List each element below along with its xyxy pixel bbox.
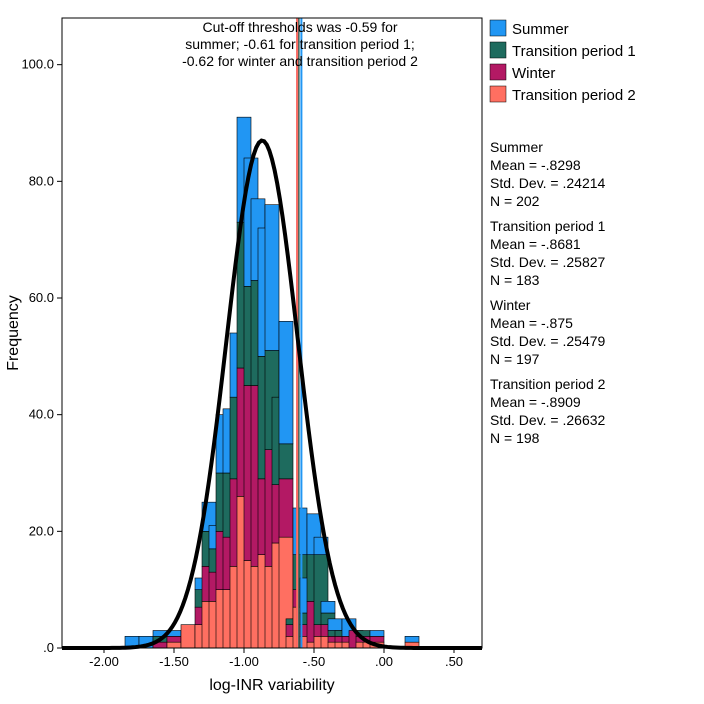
- stat-block-mean: Mean = -.8298: [490, 157, 581, 173]
- stat-block-title: Transition period 1: [490, 218, 606, 234]
- histogram-bar: [167, 642, 181, 648]
- y-tick-label: 100.0: [21, 57, 54, 72]
- histogram-bar: [321, 601, 335, 613]
- legend-swatch: [490, 64, 506, 80]
- y-tick-label: 80.0: [29, 173, 54, 188]
- histogram-bar: [279, 444, 293, 479]
- histogram-bar: [265, 205, 279, 351]
- stat-block-title: Summer: [490, 139, 543, 155]
- x-tick-label: -2.00: [89, 654, 119, 669]
- histogram-bar: [405, 636, 419, 642]
- chart-root: .0 20.0 40.0 60.0 80.0 100.0 -2.00 -1.50 -1.00 -.…: [0, 0, 704, 699]
- x-tick-label: .50: [445, 654, 463, 669]
- stat-block-sd: Std. Dev. = .24214: [490, 175, 606, 191]
- legend-swatch: [490, 86, 506, 102]
- stat-block-mean: Mean = -.8909: [490, 394, 581, 410]
- histogram-bar: [279, 321, 293, 444]
- x-tick-label: -1.00: [229, 654, 259, 669]
- histogram-bar: [370, 636, 384, 642]
- legend-label: Summer: [512, 21, 569, 38]
- stat-block-sd: Std. Dev. = .25827: [490, 254, 606, 270]
- histogram-bar: [167, 636, 181, 642]
- stat-block-mean: Mean = -.8681: [490, 236, 581, 252]
- stat-block-sd: Std. Dev. = .25479: [490, 333, 606, 349]
- legend-label: Transition period 1: [512, 43, 636, 60]
- stat-block-sd: Std. Dev. = .26632: [490, 412, 606, 428]
- legend-swatch: [490, 20, 506, 36]
- y-tick-label: 40.0: [29, 407, 54, 422]
- stat-block-n: N = 197: [490, 351, 540, 367]
- legend-swatch: [490, 42, 506, 58]
- histogram-bar: [370, 631, 384, 637]
- stat-block-n: N = 198: [490, 430, 540, 446]
- annotation-line: summer; -0.61 for transition period 1;: [185, 36, 415, 52]
- y-tick-label: 20.0: [29, 523, 54, 538]
- y-tick-label: 60.0: [29, 290, 54, 305]
- x-tick-label: -.50: [303, 654, 325, 669]
- legend-label: Winter: [512, 65, 555, 82]
- x-tick-label: .00: [375, 654, 393, 669]
- histogram-bar: [181, 625, 195, 648]
- stat-block-mean: Mean = -.875: [490, 315, 573, 331]
- annotation-line: -0.62 for winter and transition period 2: [182, 53, 418, 69]
- chart-svg: .0 20.0 40.0 60.0 80.0 100.0 -2.00 -1.50 -1.00 -.…: [0, 0, 704, 699]
- y-axis-label: Frequency: [5, 295, 22, 371]
- stat-block-title: Winter: [490, 297, 531, 313]
- legend-label: Transition period 2: [512, 87, 636, 104]
- stat-block-n: N = 183: [490, 272, 540, 288]
- y-tick-label: .0: [43, 640, 54, 655]
- stat-block-title: Transition period 2: [490, 376, 606, 392]
- x-tick-label: -1.50: [159, 654, 189, 669]
- histogram-bar: [293, 508, 307, 555]
- histogram-bar: [328, 619, 342, 631]
- annotation-line: Cut-off thresholds was -0.59 for: [202, 19, 397, 35]
- x-axis-label: log-INR variability: [209, 677, 334, 694]
- histogram-bar: [279, 479, 293, 537]
- stat-block-n: N = 202: [490, 193, 540, 209]
